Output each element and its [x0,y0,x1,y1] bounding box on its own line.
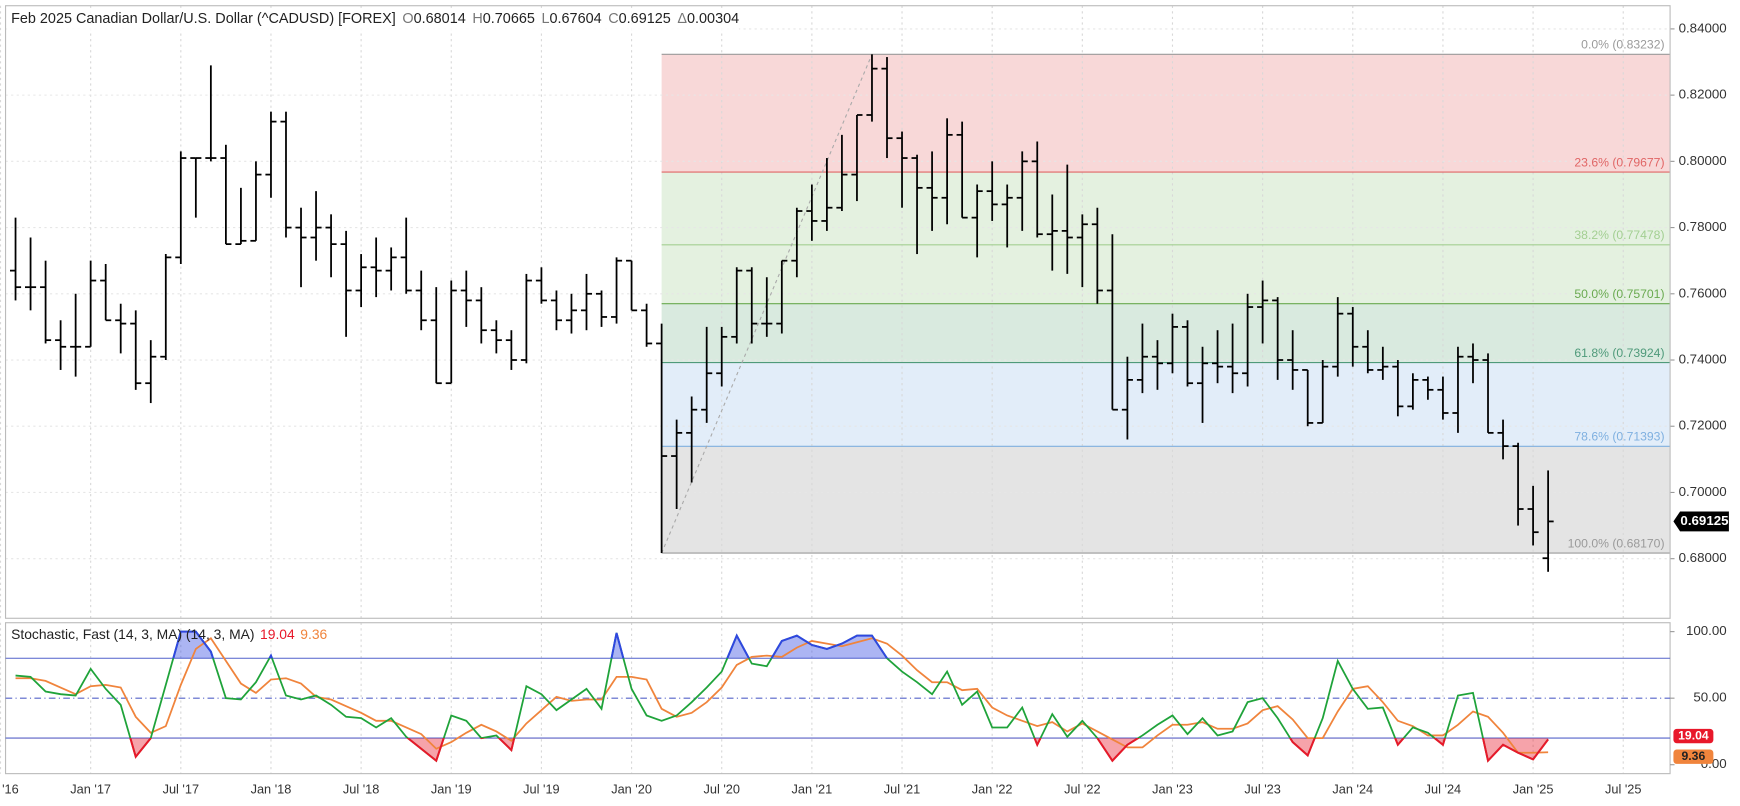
fib-zone [661,244,1671,304]
x-tick-label: Jul '24 [1425,782,1461,797]
x-tick-label: Jan '21 [792,782,833,797]
quote-value: 0.70665 [483,11,535,27]
y-tick-label: 0.72000 [1679,418,1727,433]
x-tick-label: Jan '17 [70,782,111,797]
oversold-line [129,738,1549,763]
quote-key: Δ [677,11,687,27]
x-tick-label: Jan '22 [972,782,1013,797]
quote-value: 0.69125 [619,11,671,27]
value-badge-label: 9.36 [1682,749,1706,763]
stoch-value: 9.36 [300,626,327,642]
fib-zone [661,54,1671,173]
x-tick-label: Jan '24 [1332,782,1373,797]
price-panel-frame [4,5,1671,619]
y-tick-label: 0.70000 [1679,484,1727,499]
x-tick-label: Jul '18 [343,782,379,797]
x-tick-label: Jan '23 [1152,782,1193,797]
fib-label: 38.2% (0.77478) [1574,228,1664,242]
quote-key: H [472,11,482,27]
x-tick-label: Jul '23 [1244,782,1280,797]
y-tick-label: 0.78000 [1679,219,1727,234]
value-badge-label: 19.04 [1678,728,1709,742]
y-tick-label: 0.76000 [1679,285,1727,300]
x-tick-label: Jul '22 [1064,782,1100,797]
quote-key: L [542,11,550,27]
x-tick-label: Jan '19 [431,782,472,797]
quote-key: C [608,11,618,27]
stoch-title-text: Stochastic, Fast (14, 3, MA) (14, 3, MA) [11,626,254,642]
fib-label: 100.0% (0.68170) [1568,536,1665,550]
fib-zone [661,362,1671,447]
price-badge [1673,511,1729,532]
y-tick-label: 50.00 [1693,690,1726,705]
header-bg [6,7,740,31]
x-tick-label: Jul '25 [1605,782,1641,797]
header-title: Feb 2025 Canadian Dollar/U.S. Dollar (^C… [11,11,396,27]
fib-label: 0.0% (0.83232) [1581,38,1664,52]
y-tick-label: 0.74000 [1679,352,1727,367]
x-tick-label: Jan '25 [1513,782,1554,797]
x-tick-label: Jan '20 [611,782,652,797]
quote-value: 0.67604 [550,11,602,27]
x-tick-label: Jul '21 [884,782,920,797]
y-tick-label: 0.82000 [1679,87,1727,102]
y-tick-label: 0.84000 [1679,20,1727,35]
x-tick-label: Jul '19 [523,782,559,797]
fib-zone [661,446,1671,554]
stoch-title: Stochastic, Fast (14, 3, MA) (14, 3, MA)… [11,626,327,642]
fib-zone [661,172,1671,245]
fib-label: 50.0% (0.75701) [1574,287,1664,301]
x-tick-label: Jul '20 [703,782,739,797]
fib-label: 61.8% (0.73924) [1574,346,1664,360]
header: Feb 2025 Canadian Dollar/U.S. Dollar (^C… [11,11,739,27]
quote-key: O [402,11,413,27]
value-badge [1673,728,1714,744]
fib-label: 78.6% (0.71393) [1574,430,1664,444]
fib-label: 23.6% (0.79677) [1574,155,1664,169]
quote-value: 0.68014 [414,11,466,27]
y-tick-label: 0.80000 [1679,153,1727,168]
overbought-line [172,630,1338,659]
quote-value: 0.00304 [687,11,739,27]
price-badge-label: 0.69125 [1680,513,1729,528]
x-tick-label: Jul '16 [0,782,19,797]
y-tick-label: 100.00 [1686,623,1727,638]
fib-zone [661,303,1671,363]
value-badge [1673,749,1714,764]
stoch-line [15,637,1549,754]
overbought-fill [15,631,1549,659]
x-tick-label: Jul '17 [163,782,199,797]
y-tick-label: 0.68000 [1679,550,1727,565]
x-tick-label: Jan '18 [251,782,292,797]
stoch-value: 19.04 [260,626,295,642]
